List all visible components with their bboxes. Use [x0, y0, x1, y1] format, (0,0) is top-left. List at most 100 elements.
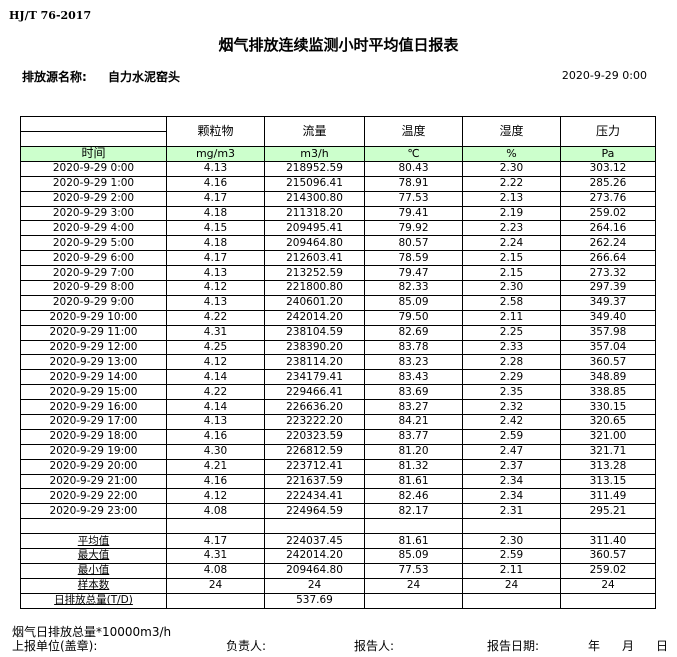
value-cell: 242014.20: [264, 548, 365, 564]
time-cell: 2020-9-29 14:00: [20, 369, 167, 386]
value-cell: 4.13: [166, 294, 265, 311]
value-cell: 4.21: [166, 458, 265, 475]
value-cell: 213252.59: [264, 265, 365, 282]
value-cell: 4.17: [166, 250, 265, 267]
time-cell: 2020-9-29 9:00: [20, 294, 167, 311]
value-cell: 360.57: [560, 354, 656, 371]
table-row: 2020-9-29 1:00 4.16 215096.41 78.91 2.22 285.…: [20, 175, 656, 192]
value-cell: 214300.80: [264, 190, 365, 207]
value-cell: 311.40: [560, 533, 656, 550]
value-cell: 2.11: [462, 562, 561, 579]
value-cell: 4.18: [166, 205, 265, 222]
value-cell: 2.11: [462, 309, 561, 326]
value-cell: 2.23: [462, 220, 561, 237]
value-cell: 273.76: [560, 190, 656, 207]
table-row: 2020-9-29 3:00 4.18 211318.20 79.41 2.19 259.…: [20, 205, 656, 222]
value-cell: 79.41: [364, 205, 463, 222]
value-cell: 2.15: [462, 250, 561, 267]
summary-row: 最大值 4.31 242014.20 85.09 2.59 360.57: [20, 548, 656, 564]
value-cell: 2.19: [462, 205, 561, 222]
value-cell: 2.59: [462, 548, 561, 564]
value-cell: 313.28: [560, 458, 656, 475]
value-cell: 82.33: [364, 280, 463, 296]
time-cell: 2020-9-29 3:00: [20, 205, 167, 222]
value-cell: 81.61: [364, 473, 463, 490]
value-cell: 242014.20: [264, 309, 365, 326]
value-cell: 2.34: [462, 488, 561, 505]
value-cell: 81.32: [364, 458, 463, 475]
header-blank-2: [20, 131, 167, 147]
value-cell: [166, 592, 265, 609]
value-cell: 24: [560, 577, 656, 594]
value-cell: 78.59: [364, 250, 463, 267]
value-cell: 84.21: [364, 414, 463, 430]
value-cell: 2.34: [462, 473, 561, 490]
value-cell: 259.02: [560, 562, 656, 579]
value-cell: 4.14: [166, 369, 265, 386]
header-col-5: 压力: [560, 116, 656, 147]
value-cell: 222434.41: [264, 488, 365, 505]
value-cell: 2.29: [462, 369, 561, 386]
value-cell: 220323.59: [264, 428, 365, 445]
value-cell: [364, 518, 463, 535]
summary-row: 平均值 4.17 224037.45 81.61 2.30 311.40: [20, 533, 656, 550]
table-row: 2020-9-29 17:00 4.13 223222.20 84.21 2.42 320…: [20, 414, 656, 430]
value-cell: 4.31: [166, 324, 265, 341]
table-row: 2020-9-29 7:00 4.13 213252.59 79.47 2.15 273.…: [20, 265, 656, 282]
footer-date-label: 报告日期:: [487, 639, 540, 653]
value-cell: 4.16: [166, 473, 265, 490]
value-cell: 85.09: [364, 294, 463, 311]
table-row: 2020-9-29 15:00 4.22 229466.41 83.69 2.35 338…: [20, 384, 656, 401]
value-cell: 224964.59: [264, 503, 365, 520]
value-cell: [166, 518, 265, 535]
time-cell: 2020-9-29 21:00: [20, 473, 167, 490]
footer-unit-label: 上报单位(盖章):: [12, 639, 98, 653]
value-cell: 4.08: [166, 562, 265, 579]
value-cell: 215096.41: [264, 175, 365, 192]
report-datetime: 2020-9-29 0:00: [561, 69, 647, 82]
value-cell: 240601.20: [264, 294, 365, 311]
value-cell: 2.35: [462, 384, 561, 401]
value-cell: 2.58: [462, 294, 561, 311]
value-cell: 24: [166, 577, 265, 594]
value-cell: 81.61: [364, 533, 463, 550]
header-col-4: 湿度: [462, 116, 561, 147]
value-cell: 330.15: [560, 399, 656, 416]
value-cell: 4.22: [166, 384, 265, 401]
footer-month: 月: [622, 639, 635, 653]
value-cell: 209495.41: [264, 220, 365, 237]
value-cell: 82.17: [364, 503, 463, 520]
time-cell: 2020-9-29 16:00: [20, 399, 167, 416]
value-cell: 2.28: [462, 354, 561, 371]
value-cell: 273.32: [560, 265, 656, 282]
header-col-2: 流量: [264, 116, 365, 147]
time-cell: 2020-9-29 0:00: [20, 160, 167, 177]
value-cell: 2.13: [462, 190, 561, 207]
header-row: 颗粒物 流量 温度 湿度 压力: [20, 116, 656, 147]
time-cell: 2020-9-29 2:00: [20, 190, 167, 207]
value-cell: [560, 592, 656, 609]
value-cell: 77.53: [364, 190, 463, 207]
unit-col-4: %: [462, 146, 561, 162]
value-cell: 24: [264, 577, 365, 594]
value-cell: 82.69: [364, 324, 463, 341]
value-cell: 2.37: [462, 458, 561, 475]
time-cell: 2020-9-29 17:00: [20, 414, 167, 430]
value-cell: 4.14: [166, 399, 265, 416]
source-label: 排放源名称:: [22, 70, 87, 84]
table-row: 2020-9-29 8:00 4.12 221800.80 82.33 2.30 297.…: [20, 280, 656, 296]
table-row: 2020-9-29 22:00 4.12 222434.41 82.46 2.34 311…: [20, 488, 656, 505]
summary-label: 平均值: [20, 533, 167, 550]
value-cell: 83.23: [364, 354, 463, 371]
value-cell: 238104.59: [264, 324, 365, 341]
report-title: 烟气排放连续监测小时平均值日报表: [218, 36, 459, 54]
value-cell: 238114.20: [264, 354, 365, 371]
header-col-3: 温度: [364, 116, 463, 147]
table-row: 2020-9-29 23:00 4.08 224964.59 82.17 2.31 295…: [20, 503, 656, 520]
value-cell: 4.17: [166, 190, 265, 207]
value-cell: 2.24: [462, 235, 561, 252]
value-cell: 2.25: [462, 324, 561, 341]
table-row: 2020-9-29 13:00 4.12 238114.20 83.23 2.28 360…: [20, 354, 656, 371]
table-row: 2020-9-29 4:00 4.15 209495.41 79.92 2.23 264.…: [20, 220, 656, 237]
value-cell: 297.39: [560, 280, 656, 296]
